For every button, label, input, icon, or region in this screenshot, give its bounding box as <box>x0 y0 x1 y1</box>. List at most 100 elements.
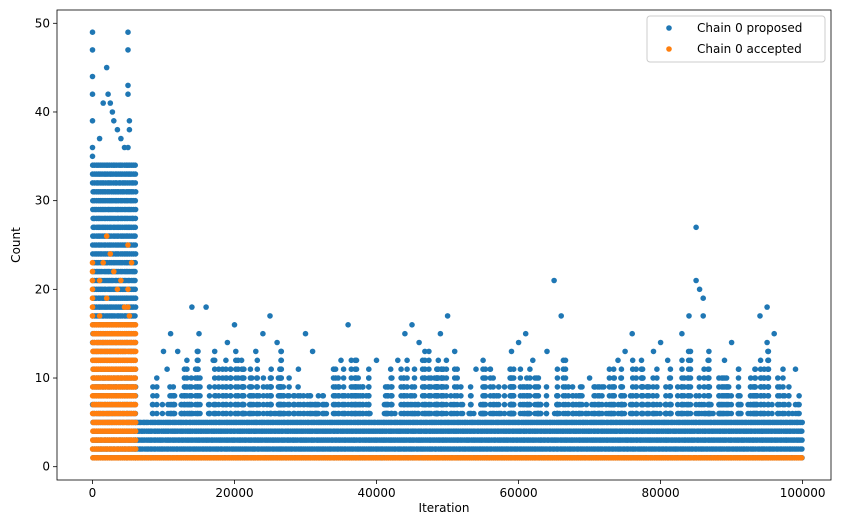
proposed-point <box>565 401 572 408</box>
proposed-point <box>606 366 613 373</box>
proposed-point <box>611 393 618 399</box>
proposed-point <box>650 375 656 381</box>
proposed-point <box>693 393 699 399</box>
proposed-point <box>89 153 96 160</box>
proposed-point <box>154 401 160 408</box>
proposed-point <box>348 366 355 373</box>
proposed-point <box>716 393 722 399</box>
proposed-point <box>297 393 304 399</box>
proposed-point <box>382 393 389 399</box>
proposed-point <box>458 401 464 408</box>
proposed-point <box>757 313 763 319</box>
proposed-point <box>775 375 781 381</box>
proposed-point <box>416 339 422 346</box>
proposed-point <box>674 393 681 399</box>
proposed-point <box>132 171 139 177</box>
proposed-point <box>188 401 195 408</box>
proposed-point <box>194 348 201 355</box>
proposed-point <box>419 375 426 381</box>
proposed-point <box>184 393 190 399</box>
accepted-point <box>132 437 139 443</box>
proposed-point <box>752 410 759 417</box>
proposed-point <box>307 393 313 399</box>
accepted-point <box>103 295 110 302</box>
proposed-point <box>295 366 302 373</box>
proposed-point <box>357 393 364 399</box>
accepted-point <box>132 339 139 346</box>
proposed-point <box>747 410 754 417</box>
proposed-point <box>458 384 464 390</box>
plot-area <box>57 10 831 480</box>
proposed-point <box>565 410 572 417</box>
accepted-point <box>125 286 131 293</box>
legend-label-proposed: Chain 0 proposed <box>697 21 802 35</box>
proposed-point <box>799 419 805 426</box>
proposed-point <box>524 375 530 381</box>
proposed-point <box>495 393 502 399</box>
proposed-point <box>562 366 569 373</box>
proposed-point <box>480 375 486 381</box>
proposed-point <box>595 410 601 417</box>
proposed-point <box>164 366 170 373</box>
proposed-point <box>366 384 372 390</box>
proposed-point <box>735 384 742 390</box>
proposed-point <box>618 366 625 373</box>
proposed-point <box>352 401 358 408</box>
proposed-point <box>426 366 432 373</box>
proposed-point <box>114 126 121 133</box>
proposed-point <box>268 366 275 373</box>
proposed-point <box>267 410 274 417</box>
proposed-point <box>233 366 239 373</box>
proposed-point <box>777 410 783 417</box>
proposed-point <box>786 384 792 390</box>
proposed-point <box>352 410 358 417</box>
proposed-point <box>615 357 621 364</box>
proposed-point <box>611 375 618 381</box>
proposed-point <box>569 393 576 399</box>
accepted-point <box>89 313 96 319</box>
proposed-point <box>508 384 514 390</box>
proposed-point <box>543 384 550 390</box>
proposed-point <box>382 384 389 390</box>
proposed-point <box>132 277 138 284</box>
proposed-point <box>167 330 174 337</box>
proposed-point <box>687 393 694 399</box>
proposed-point <box>398 410 404 417</box>
proposed-point <box>211 410 218 417</box>
proposed-point <box>291 410 298 417</box>
proposed-point <box>267 401 274 408</box>
proposed-point <box>267 393 274 399</box>
proposed-point <box>426 357 432 364</box>
proposed-point <box>398 384 404 390</box>
proposed-point <box>761 401 767 408</box>
proposed-point <box>693 401 699 408</box>
proposed-point <box>443 401 450 408</box>
proposed-point <box>398 375 404 381</box>
proposed-point <box>254 384 261 390</box>
proposed-point <box>89 144 96 151</box>
proposed-point <box>277 366 283 373</box>
proposed-point <box>622 348 628 355</box>
proposed-point <box>706 348 712 355</box>
proposed-point <box>554 384 561 390</box>
proposed-point <box>543 401 550 408</box>
proposed-point <box>764 304 770 310</box>
proposed-point <box>184 366 190 373</box>
proposed-point <box>662 401 669 408</box>
proposed-point <box>424 410 431 417</box>
proposed-point <box>389 375 395 381</box>
proposed-point <box>387 366 394 373</box>
proposed-point <box>402 330 408 337</box>
proposed-point <box>398 393 404 399</box>
proposed-point <box>679 375 685 381</box>
proposed-point <box>705 357 711 364</box>
proposed-point <box>227 410 234 417</box>
proposed-point <box>345 410 352 417</box>
accepted-point <box>96 277 103 284</box>
proposed-point <box>233 410 239 417</box>
proposed-point <box>89 73 96 80</box>
proposed-point <box>227 375 234 381</box>
proposed-point <box>89 91 96 97</box>
proposed-point <box>646 393 652 399</box>
proposed-point <box>203 304 209 310</box>
